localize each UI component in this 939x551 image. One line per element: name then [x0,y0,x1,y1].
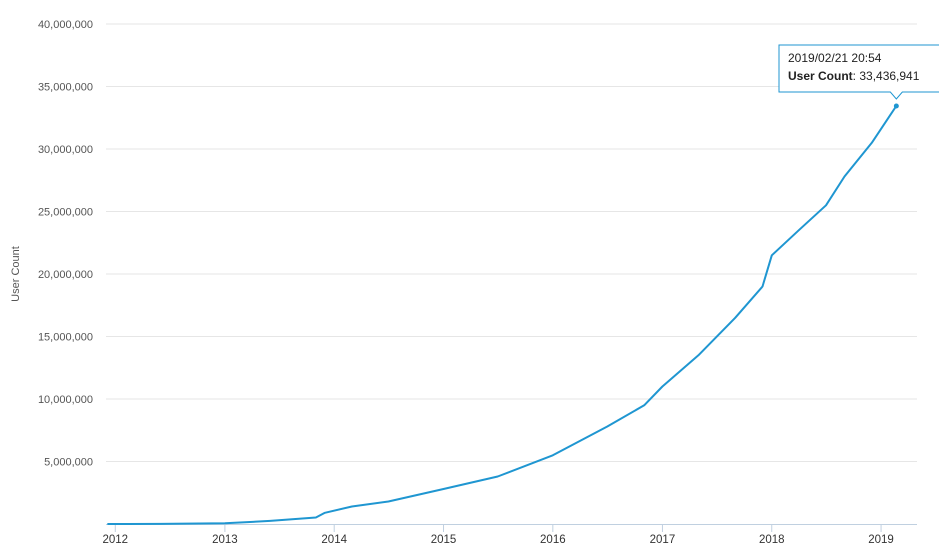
y-tick-label: 20,000,000 [38,269,93,281]
x-tick-label: 2012 [102,534,128,546]
hover-marker [893,103,899,109]
y-tick-label: 30,000,000 [38,144,93,156]
y-tick-label: 10,000,000 [38,394,93,406]
y-axis-ticks: 5,000,000 10,000,000 15,000,000 20,000,000 2… [38,19,93,469]
y-tick-label: 40,000,000 [38,19,93,31]
x-tick-label: 2013 [212,534,238,546]
tooltip: 2019/02/21 20:54 User Count: 33,436,941 [778,44,939,109]
y-tick-label: 5,000,000 [44,457,93,469]
tooltip-box [778,44,939,100]
x-axis-ticks: 2012 2013 2014 2015 2016 2017 2018 2019 [102,524,894,546]
y-axis-title: User Count [10,246,22,302]
x-tick-label: 2019 [868,534,894,546]
series-group [107,105,898,525]
y-tick-label: 25,000,000 [38,207,93,219]
tooltip-label: User Count [788,69,853,83]
x-tick-label: 2018 [759,534,785,546]
tooltip-number: : 33,436,941 [853,69,920,83]
x-tick-label: 2014 [321,534,347,546]
tooltip-value: User Count: 33,436,941 [788,69,920,83]
y-tick-label: 15,000,000 [38,332,93,344]
grid-lines [106,23,917,462]
x-tick-label: 2017 [650,534,676,546]
x-tick-label: 2015 [431,534,457,546]
y-tick-label: 35,000,000 [38,82,93,94]
series-line [107,105,898,525]
tooltip-title: 2019/02/21 20:54 [788,51,882,65]
x-tick-label: 2016 [540,534,566,546]
